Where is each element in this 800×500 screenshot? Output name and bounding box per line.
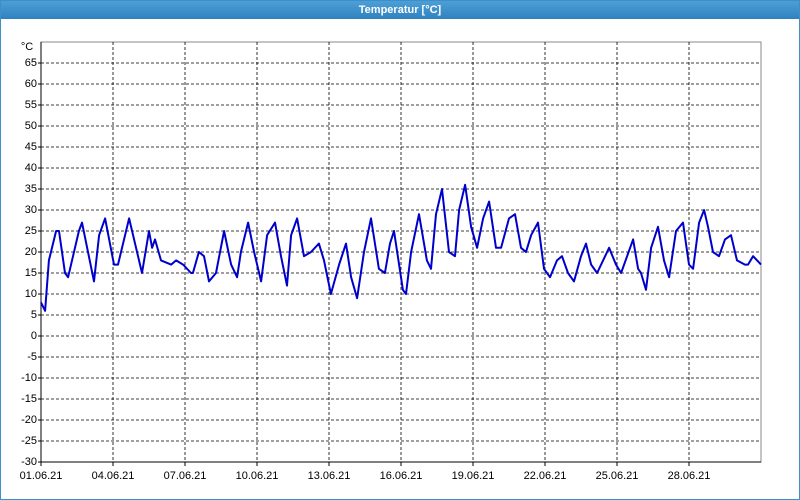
- y-tick-label: 25: [25, 225, 37, 237]
- y-tick-label: 45: [25, 141, 37, 153]
- y-tick-label: 40: [25, 162, 37, 174]
- y-unit: °C: [21, 41, 33, 53]
- x-tick-label: 10.06.21: [236, 470, 279, 482]
- x-tick-label: 19.06.21: [452, 470, 495, 482]
- y-tick-label: 55: [25, 99, 37, 111]
- temperature-line: [40, 183, 762, 312]
- x-tick-label: 04.06.21: [92, 470, 135, 482]
- y-tick-label: -5: [27, 351, 37, 363]
- y-tick-label: -30: [21, 456, 37, 468]
- y-tick-label: 50: [25, 120, 37, 132]
- y-tick-label: -10: [21, 372, 37, 384]
- title-bar: Temperatur [°C]: [1, 1, 799, 19]
- x-tick-label: 22.06.21: [524, 470, 567, 482]
- x-tick-label: 07.06.21: [164, 470, 207, 482]
- x-tick-label: 16.06.21: [380, 470, 423, 482]
- y-tick-label: 10: [25, 288, 37, 300]
- y-tick-label: 20: [25, 246, 37, 258]
- y-tick-label: 0: [31, 330, 37, 342]
- chart: °C -30 -25 -20 -15 -10 -5 0 5 10 15 20 25 30 35 40 45 50…: [20, 41, 762, 482]
- y-tick-label: 65: [25, 57, 37, 69]
- y-tick-label: 60: [25, 78, 37, 90]
- y-tick-label: 30: [25, 204, 37, 216]
- y-tick-label: -15: [21, 393, 37, 405]
- x-tick-label: 25.06.21: [596, 470, 639, 482]
- y-tick-label: 35: [25, 183, 37, 195]
- x-tick-label: 28.06.21: [668, 470, 711, 482]
- y-tick-label: 15: [25, 267, 37, 279]
- y-tick-label: -20: [21, 414, 37, 426]
- y-tick-label: -25: [21, 435, 37, 447]
- x-tick-label: 01.06.21: [20, 470, 63, 482]
- y-tick-label: 5: [31, 309, 37, 321]
- x-tick-label: 13.06.21: [308, 470, 351, 482]
